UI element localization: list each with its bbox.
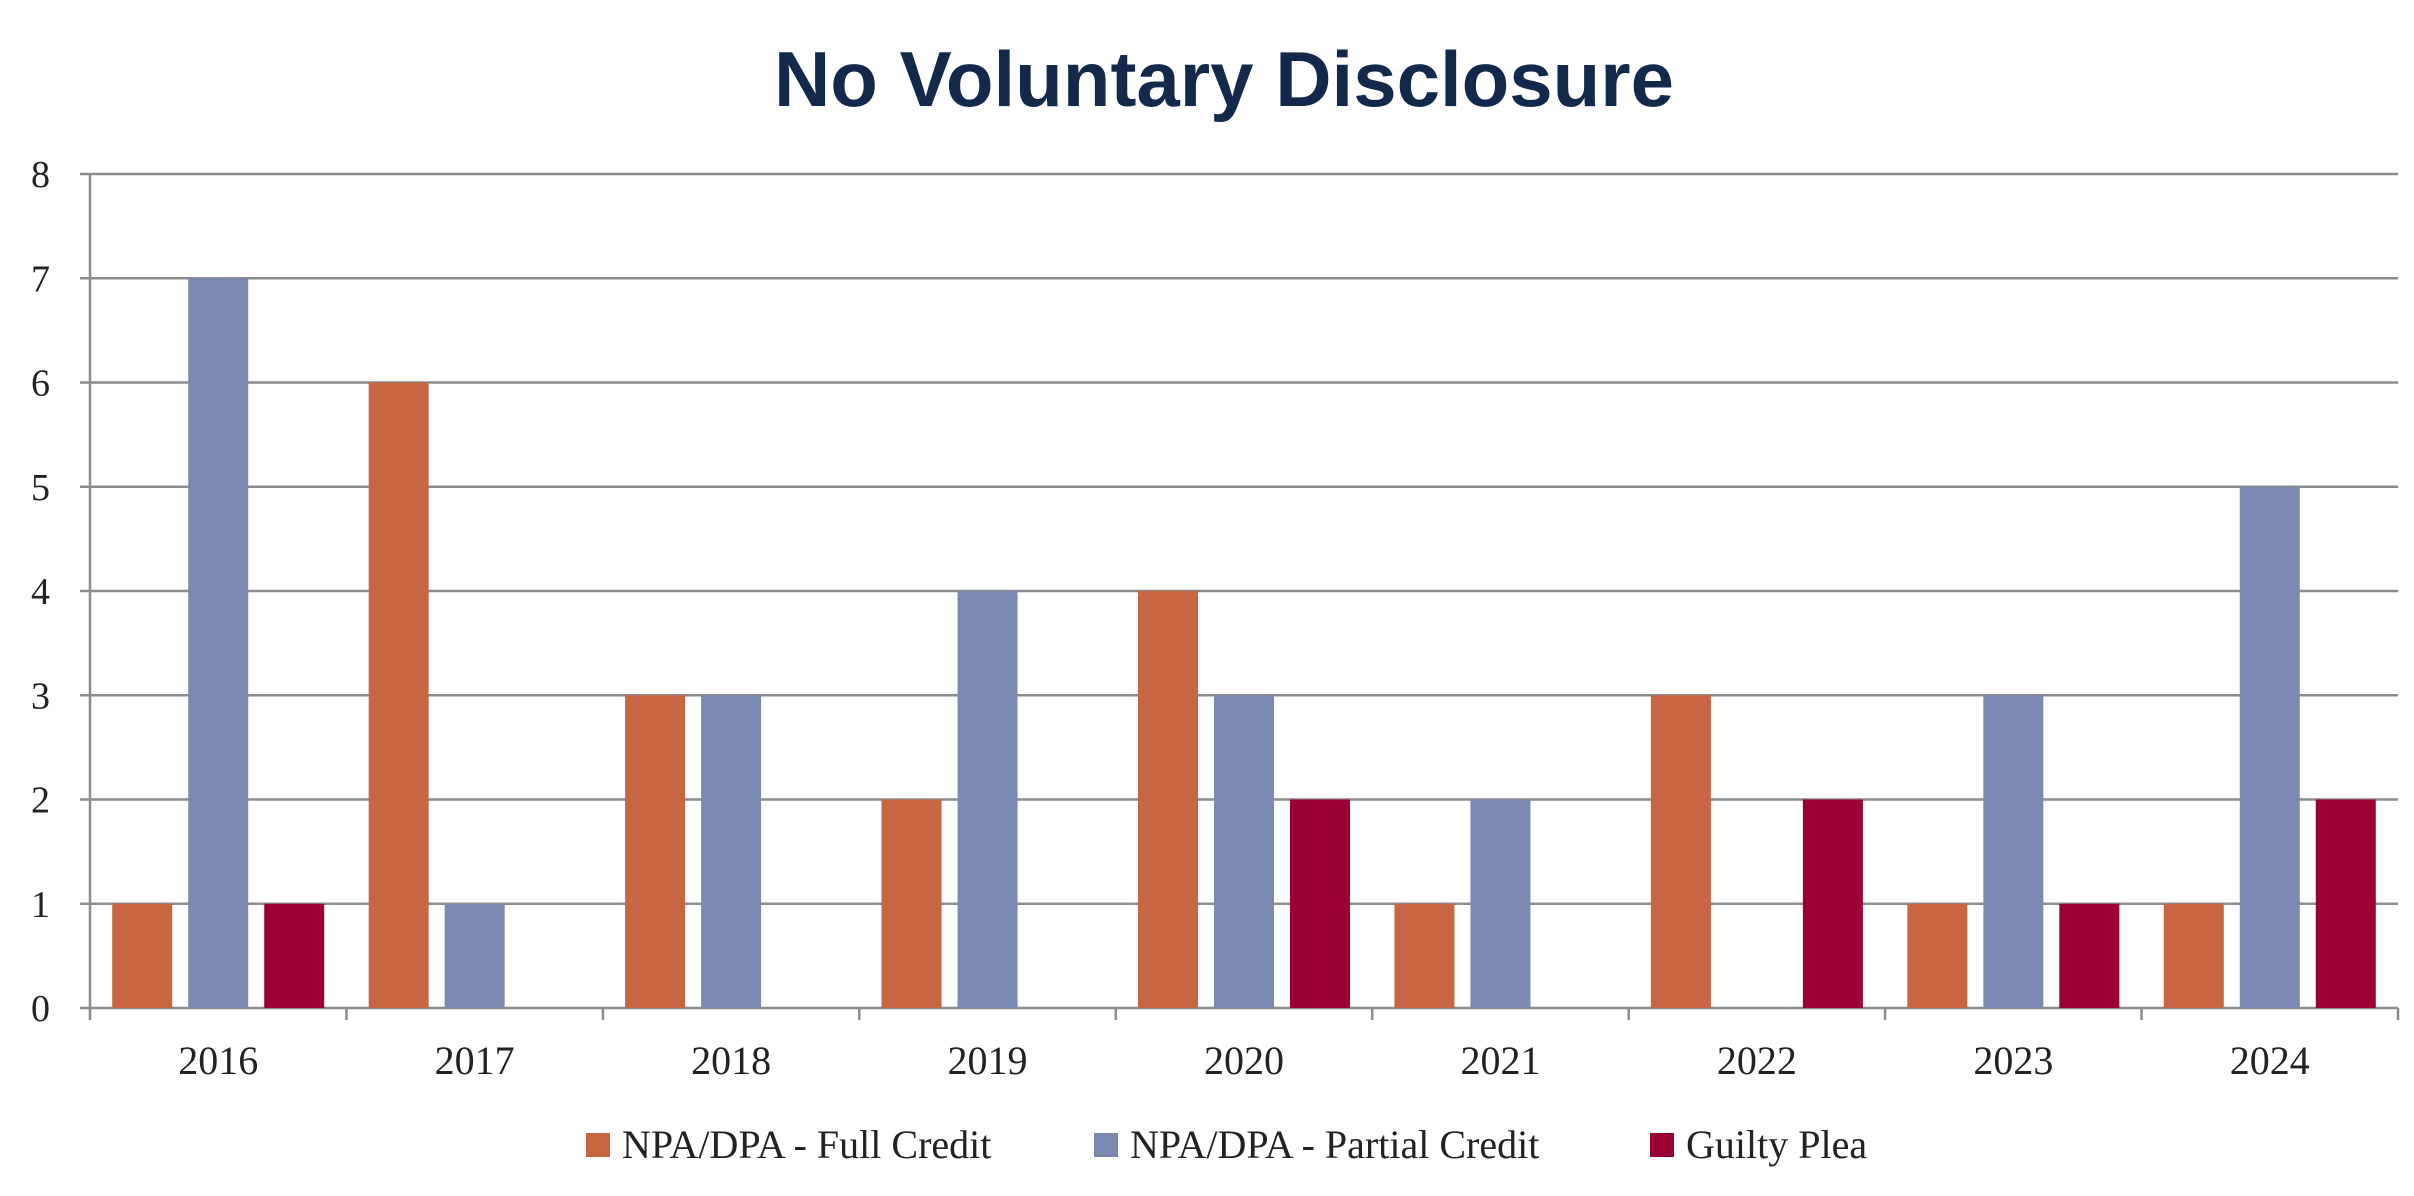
legend-label: Guilty Plea [1686, 1122, 1867, 1167]
y-tick-label: 3 [31, 675, 50, 717]
x-tick-label: 2022 [1717, 1038, 1797, 1083]
legend-swatch [1094, 1133, 1118, 1157]
bar [1214, 695, 1274, 1008]
y-tick-label: 0 [31, 988, 50, 1030]
bar [1290, 799, 1350, 1008]
legend-swatch [1650, 1133, 1674, 1157]
legend-swatch [586, 1133, 610, 1157]
bar [2059, 903, 2120, 1008]
x-tick-label: 2017 [435, 1038, 515, 1083]
bar [1138, 591, 1198, 1008]
x-tick-label: 2016 [178, 1038, 258, 1083]
y-tick-label: 8 [31, 154, 50, 196]
bar [1802, 799, 1863, 1008]
bar [1907, 903, 1968, 1008]
y-tick-label: 7 [31, 258, 50, 300]
bar [2163, 903, 2224, 1008]
bar [2315, 799, 2376, 1008]
bar [444, 903, 505, 1008]
y-tick-label: 4 [31, 571, 50, 613]
bar [112, 903, 173, 1008]
legend-label: NPA/DPA - Partial Credit [1130, 1122, 1539, 1167]
bar [701, 695, 762, 1008]
bar [1470, 799, 1531, 1008]
y-tick-label: 2 [31, 780, 50, 822]
y-tick-label: 1 [31, 884, 50, 926]
x-tick-label: 2018 [691, 1038, 771, 1083]
bar [625, 695, 686, 1008]
x-tick-label: 2024 [2230, 1038, 2310, 1083]
x-tick-label: 2020 [1204, 1038, 1284, 1083]
bar [1983, 695, 2044, 1008]
bar [2239, 486, 2300, 1008]
x-tick-label: 2021 [1460, 1038, 1540, 1083]
bar [957, 591, 1018, 1008]
x-tick-label: 2019 [948, 1038, 1028, 1083]
legend: NPA/DPA - Full Credit NPA/DPA - Partial C… [586, 1122, 1867, 1167]
bar [264, 903, 325, 1008]
bar [1394, 903, 1455, 1008]
y-axis: 0 1 2 3 4 5 6 7 8 [31, 154, 92, 1030]
bar [881, 799, 942, 1008]
bar [1650, 695, 1711, 1008]
legend-label: NPA/DPA - Full Credit [622, 1122, 991, 1167]
y-tick-label: 6 [31, 363, 50, 405]
bar [368, 382, 429, 1008]
y-tick-label: 5 [31, 467, 50, 509]
x-tick-label: 2023 [1973, 1038, 2053, 1083]
x-axis: 2016 2017 2018 2019 2020 2021 2022 2023 2024 [88, 1006, 2400, 1083]
chart-title: No Voluntary Disclosure [774, 35, 1674, 123]
bar [188, 278, 249, 1008]
bar-groups [112, 278, 2376, 1008]
